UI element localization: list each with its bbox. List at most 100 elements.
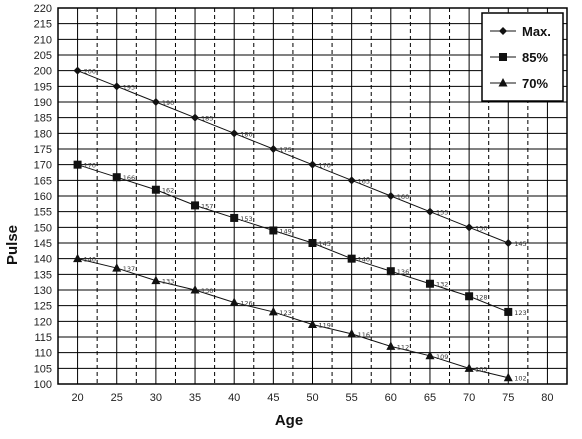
y-tick-label: 155 <box>34 207 52 219</box>
y-tick-label: 220 <box>34 3 52 15</box>
y-tick-label: 205 <box>34 50 52 62</box>
data-label: 200 <box>84 68 96 76</box>
data-label: 185 <box>201 115 213 123</box>
legend: Max. 85% 70% <box>481 12 564 102</box>
data-point <box>191 201 200 210</box>
data-label: 119 <box>319 321 331 329</box>
plot-border <box>57 7 568 385</box>
y-tick-label: 180 <box>34 128 52 140</box>
y-tick-label: 140 <box>34 254 52 266</box>
data-label: 160 <box>397 193 409 201</box>
data-label: 132 <box>436 281 448 289</box>
axes: 1001051101151201251301351401451501551601… <box>34 3 554 404</box>
y-tick-label: 215 <box>34 19 52 31</box>
legend-item: Max. <box>490 24 551 39</box>
data-label: 128 <box>475 293 487 301</box>
x-axis-title: Age <box>275 412 303 429</box>
data-point <box>230 213 239 222</box>
data-point <box>425 207 434 216</box>
y-tick-label: 120 <box>34 316 52 328</box>
data-point <box>112 173 121 182</box>
data-point <box>151 185 160 194</box>
data-label: 140 <box>84 256 96 264</box>
data-point <box>269 226 278 235</box>
series-0: 200 195 190 185 180 175 170 165 160 155 150 145 <box>73 66 527 248</box>
data-label: 180 <box>240 130 252 138</box>
data-point <box>308 160 317 169</box>
data-point <box>73 66 82 75</box>
data-point <box>308 239 317 247</box>
data-point <box>504 239 513 247</box>
y-tick-label: 145 <box>34 238 52 250</box>
data-label: 157 <box>201 202 213 210</box>
data-label: 116 <box>358 331 370 339</box>
data-point <box>229 297 239 307</box>
x-tick-label: 70 <box>463 392 475 404</box>
y-tick-label: 125 <box>34 301 52 313</box>
data-label: 140 <box>358 256 370 264</box>
data-point <box>112 82 121 91</box>
data-point <box>151 275 161 285</box>
data-point <box>503 372 513 382</box>
x-tick-label: 25 <box>111 392 123 404</box>
data-point <box>347 176 356 185</box>
x-tick-label: 30 <box>150 392 162 404</box>
y-tick-label: 135 <box>34 269 52 281</box>
data-point <box>190 285 200 294</box>
data-point <box>425 350 435 360</box>
data-label: 137 <box>123 265 135 273</box>
data-label: 150 <box>475 224 487 232</box>
y-tick-label: 190 <box>34 97 52 109</box>
legend-item: 85% <box>490 50 548 65</box>
x-tick-label: 40 <box>228 392 240 404</box>
series-line <box>77 70 509 244</box>
data-point <box>269 145 278 153</box>
y-tick-label: 150 <box>34 222 52 234</box>
x-tick-label: 50 <box>306 392 318 404</box>
y-tick-label: 130 <box>34 285 52 297</box>
y-tick-label: 175 <box>34 144 52 156</box>
data-point <box>308 319 317 328</box>
y-tick-label: 185 <box>34 113 52 125</box>
data-point <box>347 254 356 263</box>
data-label: 190 <box>162 99 174 107</box>
data-point <box>191 113 200 122</box>
data-point <box>151 98 160 106</box>
x-tick-label: 75 <box>502 392 514 404</box>
y-tick-label: 100 <box>34 379 52 391</box>
x-tick-label: 20 <box>71 392 83 404</box>
y-tick-label: 160 <box>34 191 52 203</box>
data-label: 102 <box>514 375 526 383</box>
data-label: 153 <box>240 215 252 223</box>
x-tick-label: 45 <box>267 392 279 404</box>
x-tick-label: 65 <box>424 392 436 404</box>
data-point <box>386 341 396 350</box>
series-line <box>77 164 509 313</box>
y-tick-label: 105 <box>34 363 52 375</box>
series-1: 170 166 162 157 153 149 145 140 136 132 128 123 <box>73 160 527 317</box>
y-tick-label: 210 <box>34 34 52 46</box>
data-label: 155 <box>436 209 448 217</box>
data-label: 145 <box>514 240 526 248</box>
data-point <box>268 306 278 316</box>
data-label: 165 <box>358 177 370 185</box>
data-label: 149 <box>279 227 291 235</box>
data-label: 175 <box>279 146 291 154</box>
legend-label: Max. <box>522 24 551 39</box>
legend-marker <box>498 78 508 87</box>
y-tick-label: 165 <box>34 175 52 187</box>
data-label: 170 <box>319 162 331 170</box>
y-axis-title: Pulse <box>4 225 21 265</box>
data-point <box>73 253 83 263</box>
data-label: 195 <box>123 83 135 91</box>
data-label: 123 <box>279 309 291 317</box>
data-point <box>425 279 434 288</box>
data-point <box>230 129 239 138</box>
x-tick-label: 35 <box>189 392 201 404</box>
y-tick-label: 115 <box>34 332 52 344</box>
legend-label: 85% <box>522 50 548 65</box>
y-tick-label: 200 <box>34 66 52 78</box>
